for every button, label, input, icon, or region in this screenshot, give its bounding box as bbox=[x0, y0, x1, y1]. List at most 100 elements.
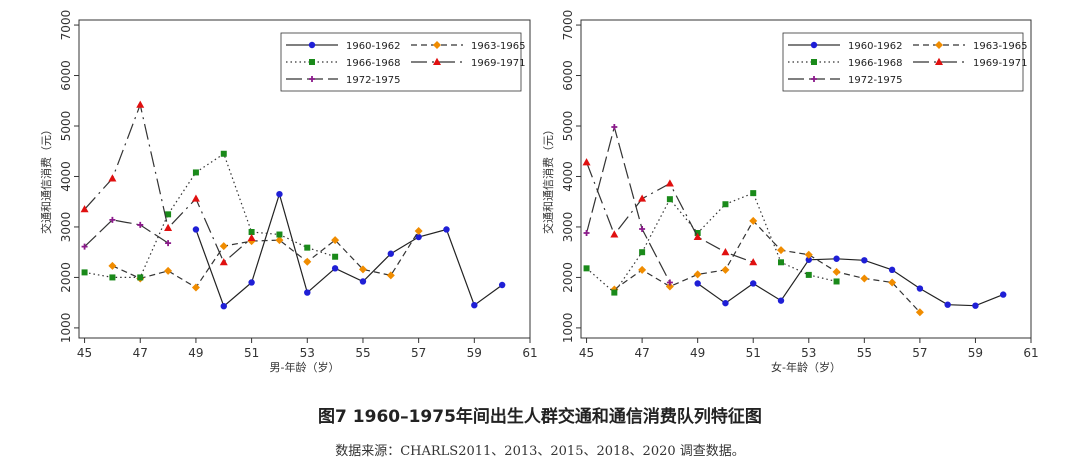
series-1969-1971 bbox=[582, 158, 758, 266]
data-point bbox=[1000, 291, 1007, 298]
series-1972-1975 bbox=[81, 216, 172, 250]
legend-box bbox=[280, 32, 522, 92]
data-point bbox=[722, 201, 729, 208]
data-point bbox=[665, 282, 674, 291]
legend-marker bbox=[308, 41, 316, 49]
x-tick-label: 51 bbox=[746, 346, 761, 360]
series-line bbox=[195, 192, 503, 308]
data-point bbox=[109, 216, 116, 223]
data-point bbox=[248, 229, 255, 235]
y-tick-label: 6000 bbox=[59, 60, 73, 91]
series-line bbox=[586, 162, 754, 263]
legend-label: 1969-1971 bbox=[973, 58, 1028, 69]
legend-label: 1966-1968 bbox=[346, 58, 401, 69]
series-line bbox=[84, 219, 169, 248]
data-point bbox=[276, 190, 283, 198]
x-tick-label: 45 bbox=[77, 346, 92, 360]
data-point bbox=[693, 232, 702, 241]
x-axis-label: 女-年龄（岁） bbox=[771, 360, 841, 374]
series-1969-1971 bbox=[80, 100, 256, 266]
data-point bbox=[276, 231, 283, 238]
data-point bbox=[137, 221, 144, 228]
legend-label: 1960-1962 bbox=[848, 41, 903, 52]
plot-frame bbox=[580, 19, 1032, 339]
data-point bbox=[443, 226, 450, 233]
charts-figure: 1000 2000 3000 4000 5000 6000 7000 45 47 49 51 53 55… bbox=[39, 10, 1039, 374]
data-point bbox=[191, 283, 200, 292]
data-point bbox=[722, 299, 729, 307]
data-point bbox=[331, 236, 340, 245]
y-axis-label: 交通和通信消费（元） bbox=[541, 124, 555, 234]
y-tick-label: 7000 bbox=[561, 10, 575, 41]
data-point bbox=[191, 194, 200, 202]
data-point bbox=[386, 271, 395, 280]
data-point bbox=[721, 247, 730, 256]
data-point bbox=[833, 278, 840, 285]
x-tick-label: 59 bbox=[968, 346, 983, 360]
legend-marker bbox=[433, 57, 441, 65]
x-tick-label: 57 bbox=[912, 346, 927, 360]
data-point bbox=[582, 158, 591, 166]
data-point bbox=[220, 150, 227, 157]
data-point bbox=[638, 265, 647, 274]
y-tick-label: 3000 bbox=[59, 212, 73, 243]
y-axis-label: 交通和通信消费（元） bbox=[39, 124, 53, 234]
data-point bbox=[304, 289, 311, 296]
x-tick-label: 51 bbox=[244, 346, 259, 360]
legend-marker bbox=[309, 76, 315, 82]
y-tick-label: 5000 bbox=[59, 111, 73, 142]
x-tick-label: 53 bbox=[300, 346, 315, 360]
legend-marker bbox=[810, 41, 818, 49]
data-point bbox=[219, 258, 228, 266]
data-point bbox=[639, 249, 646, 256]
x-tick-label: 55 bbox=[857, 346, 872, 360]
data-point bbox=[136, 100, 145, 108]
data-point bbox=[833, 255, 840, 262]
x-tick-label: 55 bbox=[355, 346, 370, 360]
data-point bbox=[972, 302, 979, 309]
data-point bbox=[247, 233, 256, 242]
x-tick-label: 53 bbox=[801, 346, 816, 360]
legend-label: 1969-1971 bbox=[471, 58, 526, 69]
legend-marker bbox=[935, 57, 943, 65]
x-tick-label: 57 bbox=[411, 346, 426, 360]
y-tick-label: 2000 bbox=[561, 262, 575, 293]
y-tick-label: 5000 bbox=[561, 111, 575, 142]
data-point bbox=[165, 240, 172, 247]
data-point bbox=[165, 211, 172, 218]
data-point bbox=[415, 233, 422, 241]
data-point bbox=[81, 243, 88, 250]
x-tick-label: 49 bbox=[690, 346, 705, 360]
legend-marker bbox=[811, 76, 817, 82]
legend-label: 1960-1962 bbox=[346, 41, 401, 52]
data-point bbox=[583, 230, 590, 237]
data-point bbox=[805, 271, 812, 278]
data-point bbox=[304, 244, 311, 251]
chart-panel-2: 1000 2000 3000 4000 5000 6000 7000 45 47 49 51 53 55… bbox=[541, 10, 1039, 374]
data-point bbox=[915, 308, 924, 317]
y-tick-label: 6000 bbox=[561, 60, 575, 91]
legend-label: 1972-1975 bbox=[848, 75, 903, 86]
figure-title: 图7 1960–1975年间出生人群交通和通信消费队列特征图 bbox=[318, 407, 762, 427]
data-point bbox=[777, 297, 785, 304]
plot-frame bbox=[78, 19, 531, 339]
data-point bbox=[331, 265, 339, 272]
data-point bbox=[275, 236, 284, 245]
series-line bbox=[697, 258, 1004, 307]
legend-marker bbox=[309, 59, 315, 65]
data-point bbox=[611, 124, 618, 131]
legend: 1960-1962 1963-1965 1966-1968 1969-1971 1972… bbox=[280, 32, 526, 92]
series-line bbox=[586, 192, 837, 294]
data-point bbox=[303, 257, 312, 266]
series-1960-1962 bbox=[192, 190, 506, 310]
series-1972-1975 bbox=[583, 124, 673, 286]
data-point bbox=[721, 265, 730, 274]
series-1960-1962 bbox=[694, 255, 1007, 309]
legend-marker bbox=[433, 41, 441, 49]
legend-marker bbox=[935, 41, 943, 49]
data-point bbox=[332, 253, 339, 260]
data-point bbox=[665, 179, 674, 187]
series-line bbox=[84, 102, 252, 264]
data-point bbox=[888, 278, 897, 287]
series-line bbox=[613, 219, 921, 313]
